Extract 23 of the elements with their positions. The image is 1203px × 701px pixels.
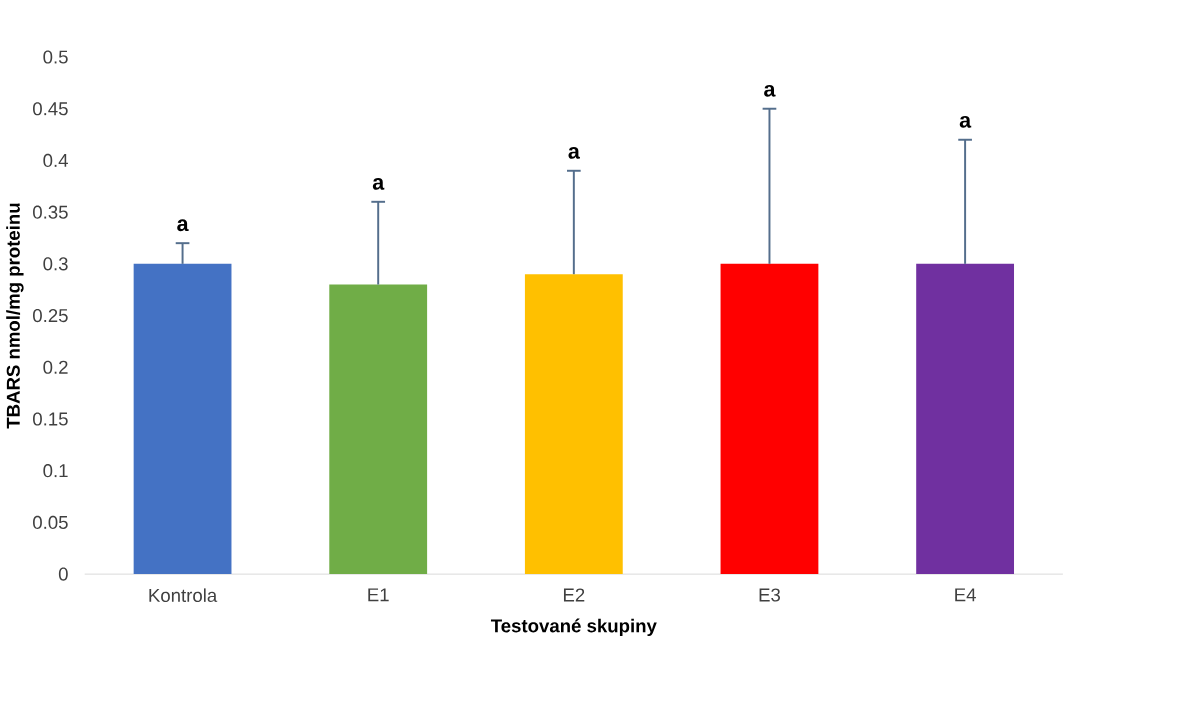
x-tick-label: E2	[563, 588, 585, 602]
y-tick-label: 0.25	[33, 309, 68, 323]
annotation: a	[764, 84, 776, 97]
y-tick-label: 0.2	[43, 360, 68, 374]
y-axis-title: TBARS nmol/mg proteinu	[6, 203, 24, 429]
annotation: a	[177, 219, 189, 232]
annotation: a	[372, 178, 385, 190]
annotation: a	[568, 147, 580, 159]
y-tick-label: 0.35	[33, 205, 68, 219]
x-axis-title: Testované skupiny	[490, 618, 657, 637]
y-tick-label: 0.4	[43, 153, 68, 168]
y-tick-label: 0.1	[43, 464, 68, 478]
x-tick-label: E3	[759, 588, 781, 602]
x-tick-label: E1	[368, 588, 389, 602]
x-tick-label: Kontrola	[149, 588, 218, 603]
y-tick-label: 0	[58, 567, 68, 581]
y-tick-label: 0.3	[43, 257, 68, 271]
x-tick-label: E4	[955, 588, 976, 602]
y-tick-label: 0.15	[33, 412, 68, 426]
annotation: a	[959, 115, 972, 128]
y-tick-label: 0.05	[33, 515, 68, 530]
y-tick-label: 0.5	[43, 50, 68, 64]
y-tick-label: 0.45	[33, 102, 68, 116]
